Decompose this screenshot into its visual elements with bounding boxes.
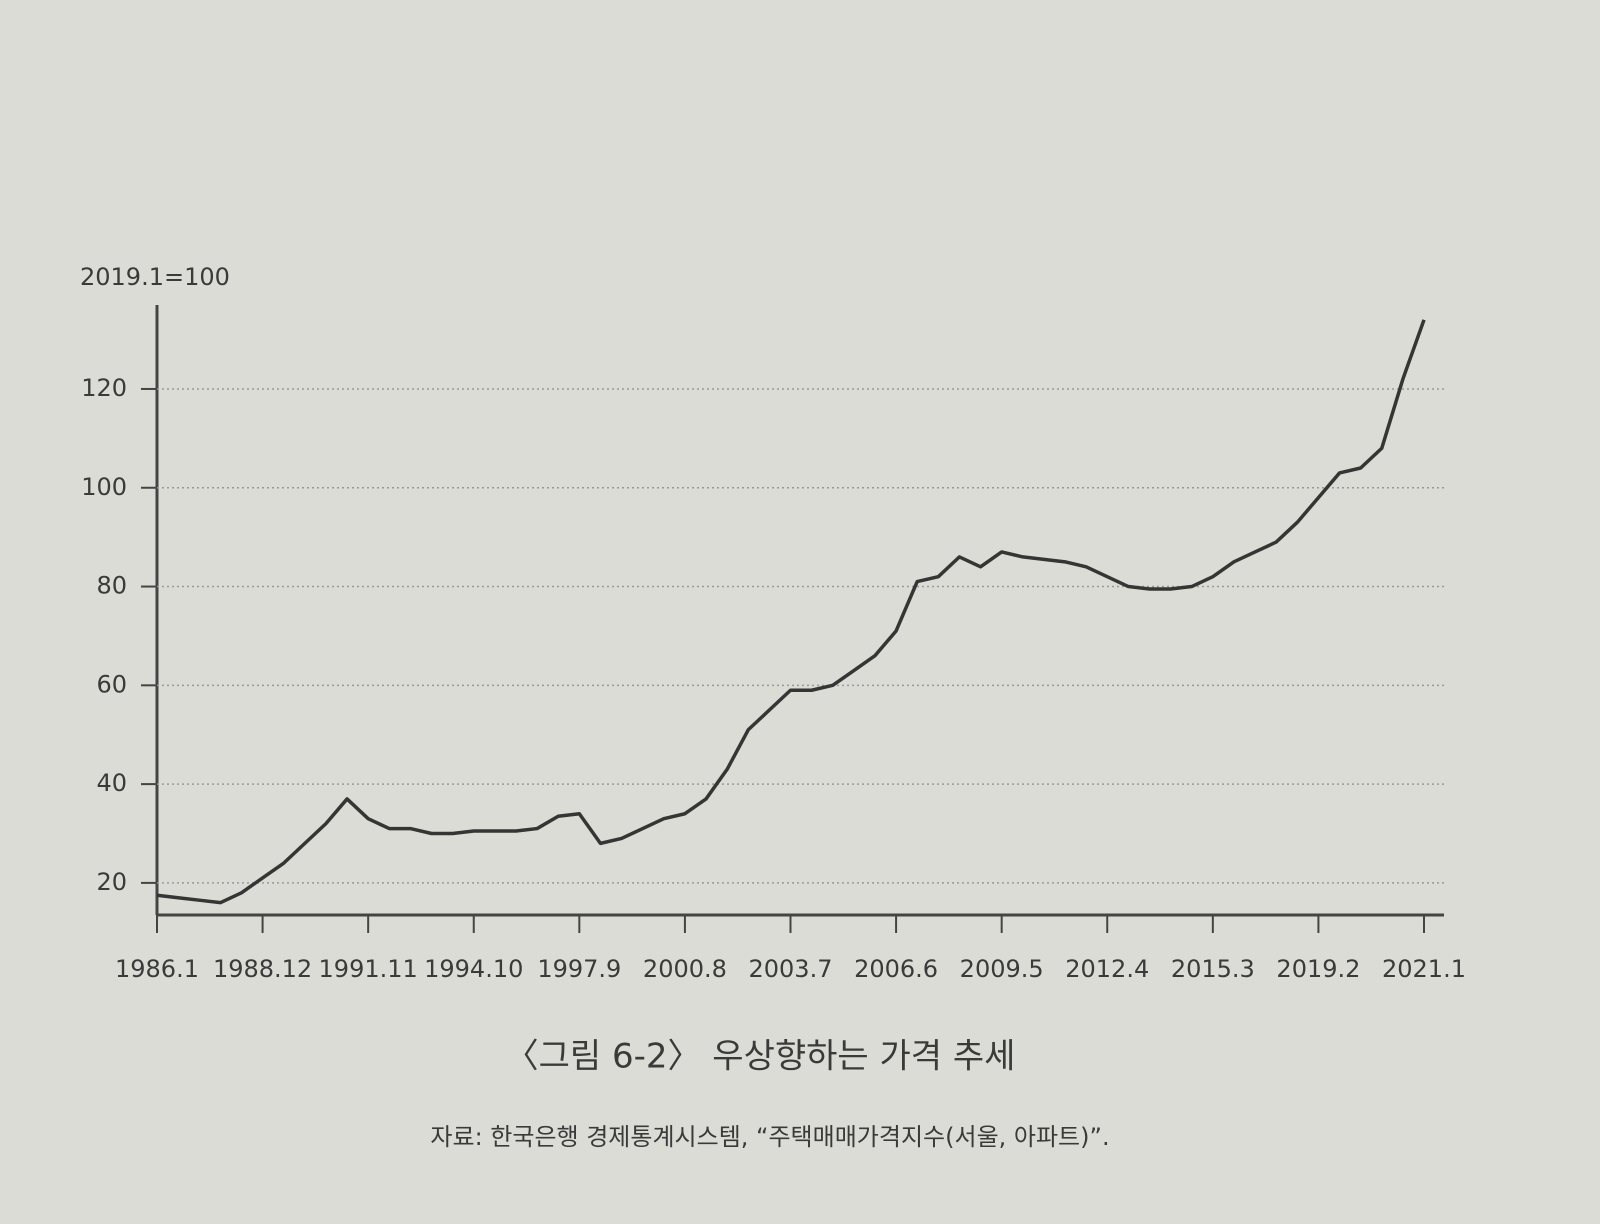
y-tick-label: 80	[96, 572, 127, 600]
x-tick-label: 2015.3	[1171, 955, 1255, 983]
x-tick-label: 2000.8	[643, 955, 727, 983]
x-tick-label: 1994.10	[424, 955, 523, 983]
x-tick-label: 2019.2	[1276, 955, 1360, 983]
y-tick-label: 100	[81, 473, 127, 501]
x-tick-label: 1986.1	[115, 955, 199, 983]
y-tick-label: 40	[96, 769, 127, 797]
caption: 〈그림 6-2〉 우상향하는 가격 추세	[505, 1037, 1016, 1077]
y-tick-label: 60	[96, 670, 127, 698]
y-unit-label: 2019.1=100	[80, 263, 230, 291]
x-tick-label: 2003.7	[749, 955, 833, 983]
x-tick-label: 1988.12	[213, 955, 312, 983]
y-tick-label: 20	[96, 868, 127, 896]
x-tick-label: 2006.6	[854, 955, 938, 983]
source: 자료: 한국은행 경제통계시스템, “주택매매가격지수(서울, 아파트)”.	[430, 1123, 1109, 1151]
y-tick-label: 120	[81, 374, 127, 402]
x-tick-label: 2021.1	[1382, 955, 1466, 983]
x-tick-label: 1991.11	[319, 955, 418, 983]
x-tick-label: 1997.9	[537, 955, 621, 983]
line	[156, 319, 1426, 905]
x-tick-label: 2012.4	[1065, 955, 1149, 983]
x-tick-label: 2009.5	[960, 955, 1044, 983]
